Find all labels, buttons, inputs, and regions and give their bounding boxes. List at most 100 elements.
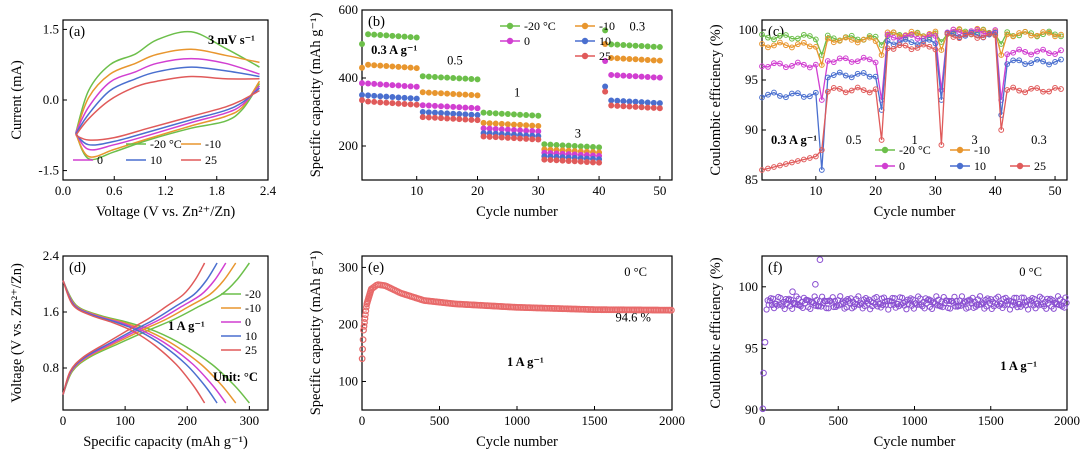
data-point: [438, 103, 445, 110]
data-point: [577, 143, 584, 150]
data-point: [614, 55, 621, 62]
data-point: [905, 300, 912, 308]
data-point: [486, 110, 493, 117]
data-point: [789, 62, 795, 69]
x-tick-label: 20: [869, 183, 882, 198]
data-point: [794, 59, 801, 66]
data-point: [602, 27, 609, 34]
data-point: [765, 64, 771, 70]
y-tick-label: 90: [745, 122, 758, 137]
data-point: [413, 65, 420, 72]
data-point: [583, 143, 590, 150]
data-point: [638, 56, 645, 63]
data-point: [1028, 85, 1035, 92]
x-tick-label: 200: [177, 413, 197, 428]
y-tick-label: 100: [339, 373, 359, 388]
legend-marker: [881, 146, 889, 154]
data-point: [620, 98, 627, 105]
data-point: [794, 41, 801, 48]
rate-label: 3: [971, 133, 977, 147]
data-point: [1040, 58, 1046, 65]
data-point: [608, 71, 615, 78]
data-point: [1034, 56, 1040, 63]
data-point: [890, 46, 897, 52]
outlier-point: [789, 288, 796, 296]
x-axis-label: Voltage (V vs. Zn²⁺/Zn): [96, 204, 236, 220]
data-point: [823, 305, 830, 312]
data-point: [998, 127, 1005, 133]
data-point: [947, 305, 954, 312]
data-point: [401, 82, 408, 89]
data-point: [608, 54, 615, 61]
data-point: [954, 303, 961, 310]
data-point: [656, 74, 663, 81]
x-tick-label: 2.4: [260, 183, 277, 198]
data-point: [462, 75, 469, 82]
data-point: [777, 39, 783, 46]
data-point: [791, 299, 798, 307]
data-point: [1004, 87, 1011, 93]
data-point: [1034, 48, 1040, 55]
data-point: [444, 90, 451, 97]
cv-cathodic-1: [75, 80, 261, 158]
data-point: [486, 125, 493, 132]
data-point: [480, 133, 487, 140]
data-point: [1034, 32, 1040, 39]
data-point: [656, 100, 663, 107]
data-point: [644, 99, 651, 106]
data-point: [1027, 301, 1034, 308]
y-axis-label: Coulombic efficiency (%): [708, 24, 724, 175]
data-point: [842, 55, 849, 62]
x-tick-label: 1.8: [209, 183, 225, 198]
data-point: [523, 135, 530, 142]
data-point: [783, 42, 789, 49]
panel-e: 0 500 1000 1500 2000 100 200 300 Cycle number Spe…: [308, 251, 685, 450]
data-point: [836, 85, 843, 92]
x-tick-label: 40: [989, 183, 1002, 198]
data-point: [837, 293, 844, 300]
y-tick-label: 100: [739, 22, 759, 37]
data-point: [626, 55, 633, 62]
data-point: [903, 306, 910, 313]
data-point: [559, 142, 566, 149]
data-point: [395, 94, 402, 101]
data-point: [425, 102, 432, 109]
data-point: [992, 32, 999, 39]
data-point: [896, 36, 903, 43]
data-point: [362, 311, 369, 319]
data-point: [431, 89, 438, 96]
data-point: [667, 306, 675, 314]
legend-label: -20 °C: [150, 137, 182, 151]
data-point: [765, 34, 771, 41]
data-point: [1010, 84, 1017, 91]
data-point: [431, 114, 438, 121]
outlier-point: [759, 405, 767, 413]
legend-label: 0: [97, 153, 103, 167]
data-point: [1034, 85, 1040, 91]
y-tick-label: 400: [339, 70, 359, 85]
data-point: [908, 39, 915, 46]
data-point: [932, 40, 939, 47]
data-point: [980, 27, 987, 33]
data-point: [565, 157, 572, 164]
data-point: [866, 73, 873, 80]
data-point: [1046, 50, 1052, 57]
data-point: [783, 32, 789, 38]
outlier-point: [761, 338, 769, 346]
data-point: [358, 355, 366, 363]
data-point: [777, 60, 783, 67]
data-point: [824, 88, 831, 95]
data-point: [535, 122, 542, 129]
data-point: [771, 36, 777, 43]
data-point: [492, 120, 499, 127]
data-point: [632, 98, 639, 105]
data-point: [486, 120, 493, 127]
data-point: [608, 41, 615, 48]
data-point: [920, 41, 927, 48]
data-point: [1058, 31, 1064, 38]
data-point: [781, 305, 788, 313]
data-point: [650, 104, 657, 111]
x-tick-label: 500: [829, 413, 849, 428]
data-point: [884, 297, 891, 305]
